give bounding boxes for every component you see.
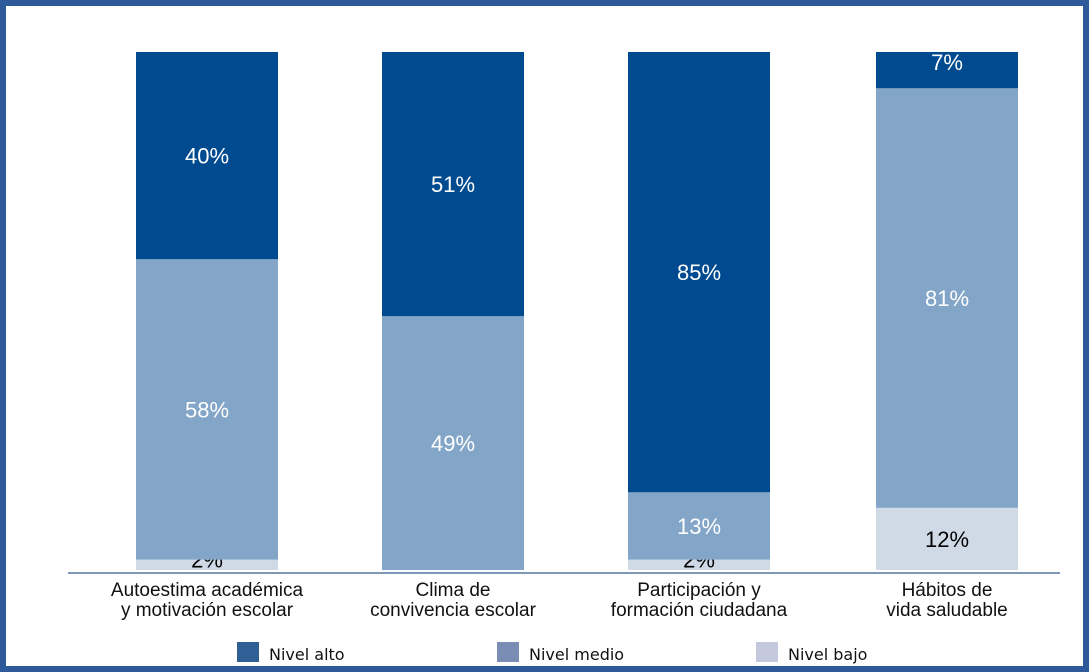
bar-segment-nivel-medio-1 xyxy=(382,316,524,570)
legend-label-nivel-bajo: Nivel bajo xyxy=(788,645,867,664)
bar-segment-nivel-medio-0 xyxy=(136,259,278,560)
data-label-nivel-medio-2: 13% xyxy=(677,514,721,539)
bar-segment-nivel-medio-2 xyxy=(628,492,770,560)
category-label-0: Autoestima académica y motivación escolar xyxy=(111,580,304,621)
data-label-nivel-bajo-3: 12% xyxy=(925,527,969,552)
bar-segment-nivel-alto-0 xyxy=(136,52,278,260)
bar-segment-nivel-alto-3 xyxy=(876,52,1018,89)
legend-swatch-nivel-medio xyxy=(497,642,519,662)
bar-segment-nivel-bajo-0 xyxy=(136,559,278,570)
data-label-nivel-alto-0: 40% xyxy=(185,144,229,169)
data-label-nivel-medio-1: 49% xyxy=(431,431,475,456)
bar-segment-nivel-medio-3 xyxy=(876,88,1018,508)
category-label-1: Clima de convivencia escolar xyxy=(370,580,536,621)
category-labels: Autoestima académica y motivación escolar… xyxy=(111,580,1008,621)
bar-segment-nivel-bajo-3 xyxy=(876,507,1018,570)
bar-segment-nivel-alto-1 xyxy=(382,52,524,317)
legend-swatch-nivel-bajo xyxy=(756,642,778,662)
data-label-nivel-alto-2: 85% xyxy=(677,260,721,285)
data-label-nivel-medio-0: 58% xyxy=(185,397,229,422)
legend-label-nivel-medio: Nivel medio xyxy=(529,645,624,664)
bars-group: 2%58%40%49%51%2%13%85%12%81%7% xyxy=(136,50,1018,573)
legend-swatch-nivel-alto xyxy=(237,642,259,662)
legend: Nivel alto Nivel medio Nivel bajo xyxy=(237,642,867,664)
data-label-nivel-medio-3: 81% xyxy=(925,286,969,311)
legend-label-nivel-alto: Nivel alto xyxy=(269,645,345,664)
category-label-2: Participación y formación ciudadana xyxy=(611,580,788,621)
category-label-3: Hábitos de vida saludable xyxy=(886,580,1007,621)
data-label-nivel-alto-3: 7% xyxy=(931,50,963,75)
bar-segment-nivel-alto-2 xyxy=(628,52,770,493)
data-label-nivel-alto-1: 51% xyxy=(431,172,475,197)
bar-segment-nivel-bajo-2 xyxy=(628,559,770,570)
